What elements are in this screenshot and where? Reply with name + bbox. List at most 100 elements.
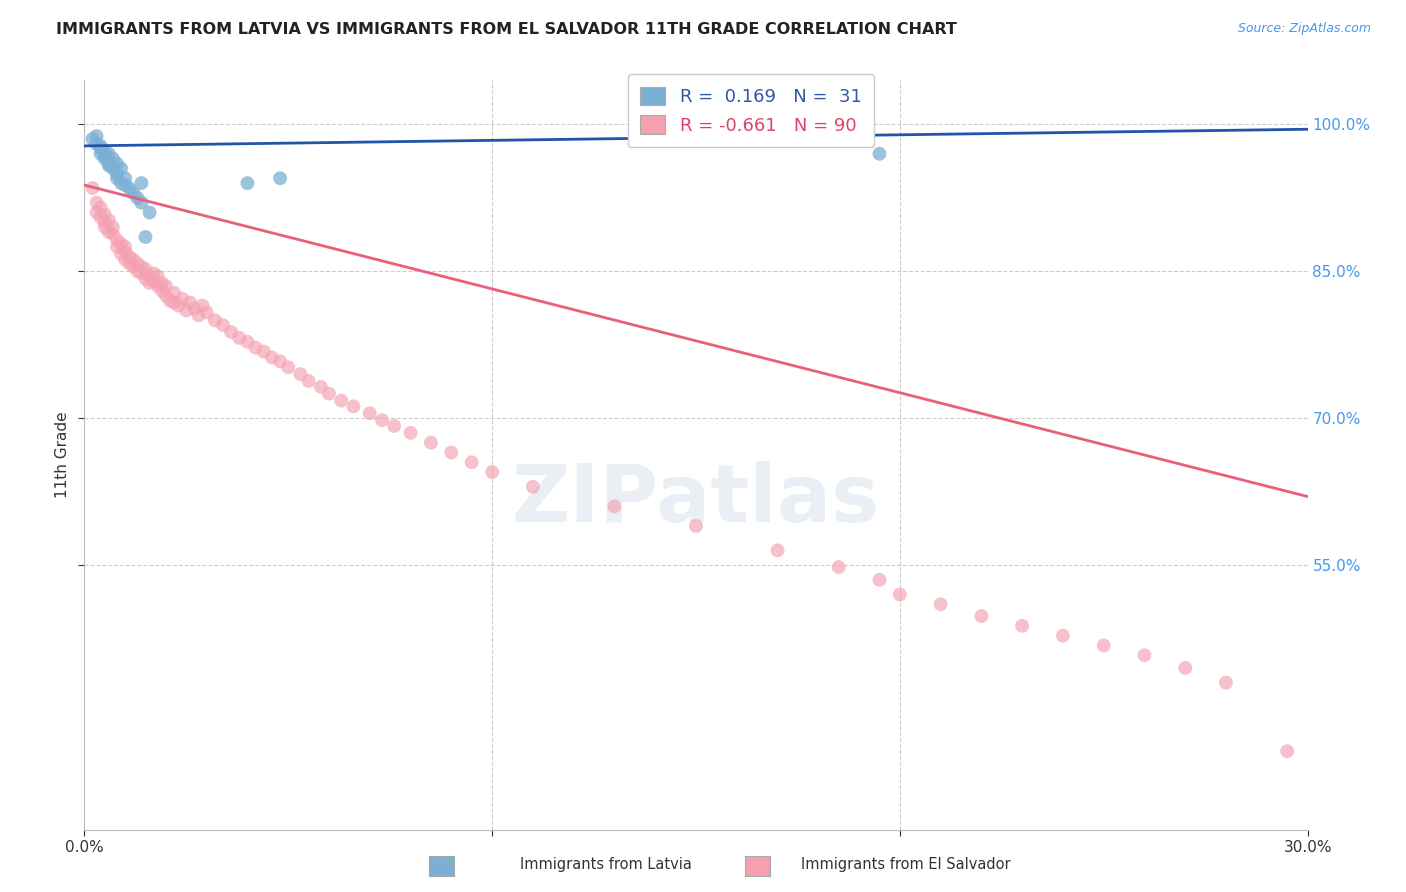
Point (269, 354, 291, 368)
Point (685, 519, 707, 533)
Point (146, 269, 169, 284)
Point (399, 425, 422, 440)
Point (97, 146, 120, 161)
Point (90, 142, 112, 156)
Point (86, 205, 108, 219)
Point (110, 236, 132, 251)
Point (245, 341, 267, 355)
Point (253, 344, 276, 359)
Point (86, 129, 108, 144)
Point (135, 230, 157, 244)
Point (163, 295, 186, 310)
Point (110, 161, 132, 176)
Point (101, 152, 124, 166)
Point (105, 240, 128, 254)
Point (114, 178, 136, 192)
Point (131, 260, 153, 274)
Point (97, 213, 120, 227)
Point (97, 156, 120, 170)
Point (371, 413, 394, 427)
Point (142, 266, 165, 280)
Point (929, 597, 952, 611)
Point (195, 305, 218, 319)
Point (93, 152, 115, 166)
Point (172, 292, 194, 306)
Point (93, 215, 115, 229)
Point (204, 313, 226, 327)
Point (101, 220, 124, 235)
Point (127, 191, 149, 205)
Point (889, 587, 911, 601)
Point (82, 132, 104, 146)
Point (420, 435, 443, 450)
Point (277, 360, 299, 375)
Point (1011, 619, 1033, 633)
Point (122, 186, 145, 200)
Point (146, 279, 169, 293)
Point (101, 227, 124, 241)
Point (1092, 639, 1115, 653)
Point (90, 201, 112, 215)
Point (114, 244, 136, 259)
Point (93, 207, 115, 221)
Point (309, 380, 332, 394)
Point (461, 455, 484, 469)
Point (869, 146, 891, 161)
Point (138, 276, 160, 290)
Text: ZIPatlas: ZIPatlas (512, 461, 880, 539)
Point (342, 400, 364, 414)
Point (183, 301, 205, 316)
Point (828, 560, 851, 574)
Point (86, 136, 108, 151)
Point (359, 406, 381, 420)
Point (187, 309, 209, 323)
Point (131, 176, 153, 190)
Point (236, 334, 259, 349)
Point (219, 325, 242, 339)
Point (290, 367, 312, 381)
Point (138, 269, 160, 284)
Point (869, 573, 891, 587)
Point (90, 139, 112, 153)
Y-axis label: 11th Grade: 11th Grade (55, 411, 70, 499)
Point (1277, 744, 1299, 758)
Text: Immigrants from El Salvador: Immigrants from El Salvador (801, 857, 1011, 872)
Point (191, 299, 214, 313)
Point (318, 386, 340, 401)
Point (118, 181, 141, 195)
Point (90, 146, 112, 161)
Point (150, 276, 173, 290)
Point (179, 295, 201, 310)
Point (167, 299, 190, 313)
Point (105, 171, 128, 186)
Point (105, 166, 128, 180)
Point (155, 279, 177, 293)
Point (131, 266, 153, 280)
Point (101, 161, 124, 176)
Point (135, 262, 157, 277)
Point (105, 233, 128, 247)
Point (127, 256, 149, 270)
Point (1215, 675, 1237, 690)
Point (159, 293, 181, 308)
Legend: R =  0.169   N =  31, R = -0.661   N = 90: R = 0.169 N = 31, R = -0.661 N = 90 (627, 74, 875, 147)
Point (269, 171, 291, 186)
Point (93, 145, 115, 159)
Point (118, 256, 141, 270)
Point (105, 156, 128, 170)
Point (82, 181, 104, 195)
Point (298, 374, 321, 388)
Point (522, 480, 544, 494)
Point (1052, 629, 1074, 643)
Point (110, 176, 132, 190)
Point (90, 211, 112, 225)
Point (97, 159, 120, 173)
Point (122, 252, 145, 267)
Point (440, 445, 463, 459)
Point (114, 240, 136, 254)
Point (330, 393, 353, 408)
Point (93, 149, 115, 163)
Point (163, 285, 186, 300)
Point (114, 171, 136, 186)
Point (93, 220, 115, 235)
